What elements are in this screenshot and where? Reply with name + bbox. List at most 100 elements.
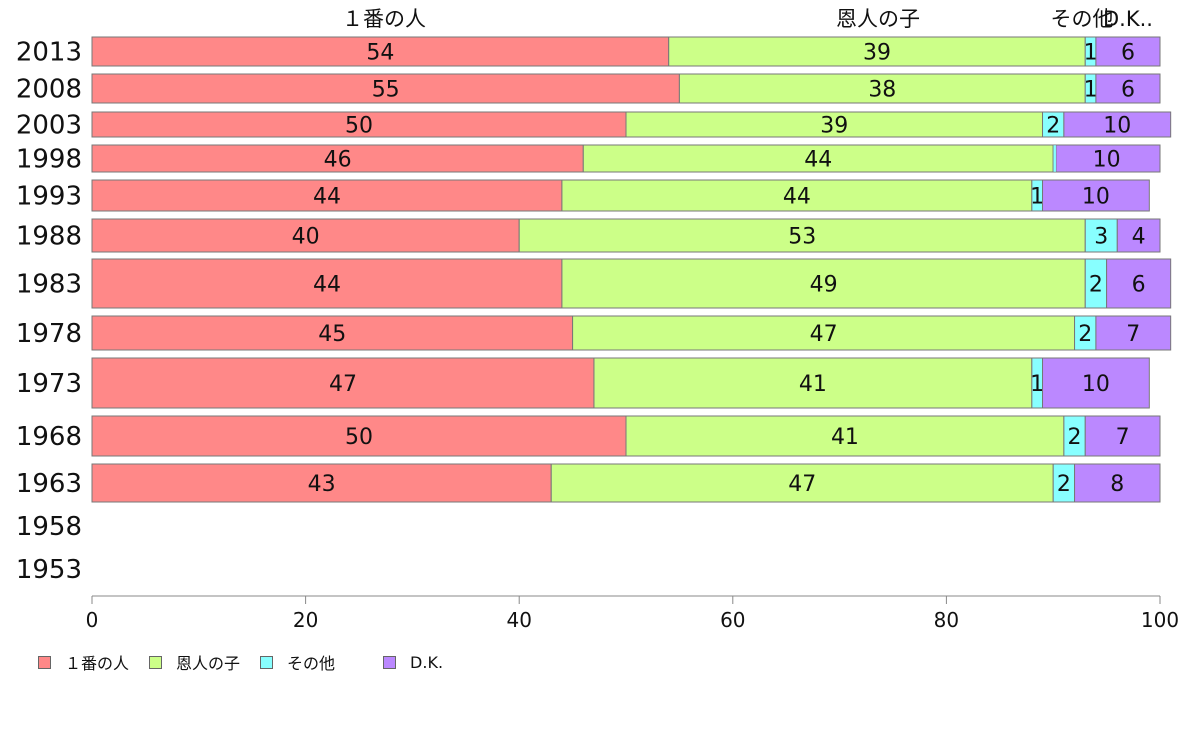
- bar-value-label: 45: [318, 322, 346, 347]
- bar-segment: [1042, 179, 1150, 212]
- bar-value-label: 1: [1030, 372, 1044, 397]
- bar-value-label: 50: [345, 114, 373, 139]
- legend-label: 恩人の子: [176, 654, 241, 673]
- bar-value-label: 8: [1110, 472, 1124, 497]
- bar-segment: [91, 144, 584, 173]
- x-tick-label: 80: [934, 608, 959, 632]
- bar-value-label: 2: [1057, 472, 1071, 497]
- bar-segment: [91, 315, 574, 351]
- bar-segment: [91, 36, 670, 67]
- legend-label: １番の人: [65, 654, 130, 673]
- y-tick-label: 1963: [16, 469, 82, 499]
- legend-swatch: [260, 655, 274, 669]
- y-tick-label: 1988: [16, 222, 82, 252]
- bar-value-label: 47: [788, 472, 816, 497]
- bar-segment: [91, 258, 563, 309]
- bar-value-label: 6: [1121, 41, 1135, 66]
- bar-value-label: 40: [292, 225, 320, 250]
- y-tick-label: 1993: [16, 182, 82, 212]
- bar-segment: [1095, 315, 1172, 351]
- legend-swatch: [383, 655, 397, 669]
- bar-segment: [625, 415, 1065, 457]
- bar-segment: [1095, 36, 1161, 67]
- bar-value-label: 3: [1094, 225, 1108, 250]
- legend-item: １番の人: [38, 650, 129, 674]
- legend-item: その他: [260, 650, 335, 674]
- bar-segment: [550, 463, 1054, 503]
- bar-value-label: 7: [1116, 425, 1130, 450]
- bar-value-label: 10: [1082, 185, 1110, 210]
- bar-value-label: 10: [1093, 148, 1121, 173]
- bar-value-label: 44: [804, 148, 832, 173]
- bar-segment: [1042, 357, 1150, 409]
- column-header-label: その他: [1051, 7, 1114, 31]
- bar-segment: [91, 111, 627, 138]
- bar-segment: [1106, 258, 1172, 309]
- bar-value-label: 2: [1046, 114, 1060, 139]
- bar-value-label: 2: [1089, 273, 1103, 298]
- y-tick-label: 1978: [16, 319, 82, 349]
- y-tick-label: 1968: [16, 422, 82, 452]
- bar-segment: [582, 144, 1054, 173]
- bar-value-label: 6: [1121, 78, 1135, 103]
- bar-segment: [1084, 415, 1161, 457]
- legend-label: その他: [287, 654, 336, 673]
- bar-segment: [1052, 144, 1161, 173]
- bar-value-label: 49: [810, 273, 838, 298]
- legend-item: D.K.: [355, 653, 443, 672]
- bar-value-label: 41: [799, 372, 827, 397]
- bar-value-label: 47: [329, 372, 357, 397]
- legend-label: D.K.: [410, 652, 444, 672]
- column-header-label: １番の人: [342, 7, 426, 31]
- legend: １番の人 恩人の子 その他 D.K.: [38, 650, 463, 674]
- y-tick-label: 1998: [16, 145, 82, 175]
- bar-value-label: 10: [1103, 114, 1131, 139]
- x-tick-label: 60: [720, 608, 745, 632]
- y-tick-label: 1953: [16, 555, 82, 585]
- bar-value-label: 38: [868, 78, 896, 103]
- bar-value-label: 54: [366, 41, 394, 66]
- bar-value-label: 46: [324, 148, 352, 173]
- legend-swatch: [38, 655, 51, 669]
- bar-value-label: 44: [783, 185, 811, 210]
- y-tick-label: 2003: [16, 111, 82, 141]
- bar-value-label: 1: [1084, 41, 1098, 66]
- bar-segment: [1116, 218, 1161, 253]
- bar-segment: [625, 111, 1044, 138]
- bar-segment: [1095, 73, 1161, 104]
- bar-value-label: 39: [863, 41, 891, 66]
- bar-value-label: 50: [345, 425, 373, 450]
- bar-value-label: 44: [313, 273, 341, 298]
- bar-value-label: 7: [1126, 322, 1140, 347]
- legend-swatch: [149, 655, 163, 669]
- x-axis: 0 20 40 60 80 100: [86, 595, 1179, 632]
- bar-value-label: 1: [1084, 78, 1098, 103]
- y-tick-label: 1983: [16, 270, 82, 300]
- y-axis-labels: 2013 2008 2003 1998 1993 1988 1983 1978 1973 1968…: [16, 38, 82, 586]
- x-tick-label: 100: [1141, 608, 1179, 632]
- bar-segment: [1063, 111, 1172, 138]
- bar-value-label: 4: [1132, 225, 1146, 250]
- bar-segment: [572, 315, 1076, 351]
- bar-segment: [91, 218, 520, 253]
- bar-segment: [678, 73, 1086, 104]
- bar-segment: [593, 357, 1033, 409]
- bar-segment: [1074, 463, 1161, 503]
- bar-value-label: 2: [1068, 425, 1082, 450]
- column-header-label: 恩人の子: [836, 7, 920, 31]
- bar-segment: [518, 218, 1086, 253]
- bar-segment-sliver: [1052, 144, 1057, 173]
- y-tick-label: 2013: [16, 38, 82, 68]
- bar-segment: [561, 258, 1086, 309]
- bar-value-label: 55: [372, 78, 400, 103]
- y-tick-label: 2008: [16, 75, 82, 105]
- y-tick-label: 1973: [16, 369, 82, 399]
- bar-value-label: 44: [313, 185, 341, 210]
- bar-segment: [91, 415, 627, 457]
- bar-segment: [91, 463, 552, 503]
- bar-value-label: 39: [820, 114, 848, 139]
- bar-value-label: 6: [1132, 273, 1146, 298]
